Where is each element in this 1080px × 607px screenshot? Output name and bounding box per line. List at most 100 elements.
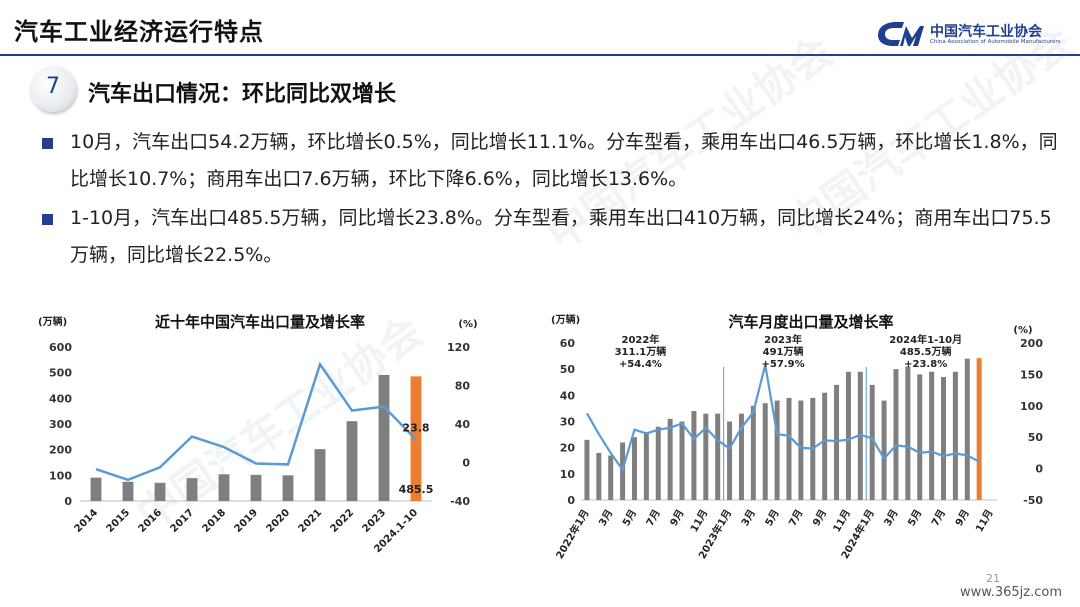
y-tick-label-left: 500 <box>49 367 72 380</box>
data-label: 485.5 <box>399 483 434 496</box>
y-axis-unit-left: (万辆) <box>551 313 580 326</box>
x-tick-label: 3月 <box>739 508 758 529</box>
y-tick-label-left: 10 <box>560 468 576 481</box>
x-tick-label: 2022年1月 <box>553 507 592 561</box>
page-title: 汽车工业经济运行特点 <box>14 18 264 46</box>
x-tick-label: 7月 <box>644 508 663 529</box>
bullet-item: 10月，汽车出口54.2万辆，环比增长0.5%，同比增长11.1%。分车型看，乘… <box>36 124 1066 198</box>
bar <box>90 477 102 501</box>
bar <box>314 449 326 501</box>
section-title: 汽车出口情况：环比同比双增长 <box>88 82 397 107</box>
bar <box>774 400 780 500</box>
bar <box>905 366 911 500</box>
bar <box>952 371 958 500</box>
annotation-label: 485.5万辆 <box>900 345 952 358</box>
y-tick-label-right: 80 <box>455 380 471 393</box>
bar <box>798 400 804 500</box>
bar <box>750 405 756 500</box>
x-tick-label: 9月 <box>668 508 687 529</box>
y-tick-label-left: 0 <box>64 495 72 508</box>
annotation-label: +54.4% <box>619 359 662 370</box>
caam-logo-icon <box>878 22 924 46</box>
x-tick-label: 9月 <box>810 508 829 529</box>
x-tick-label: 2022 <box>329 507 356 534</box>
bar <box>715 413 721 500</box>
x-tick-label: 5月 <box>905 508 924 529</box>
y-tick-label-right: 0 <box>1035 463 1043 476</box>
page-header: 汽车工业经济运行特点 中国汽车工业协会 China Association of… <box>0 0 1080 62</box>
annotation-label: 2022年 <box>622 333 660 346</box>
bar <box>917 374 923 500</box>
page-number: 21 <box>986 572 1000 585</box>
x-tick-label: 2021 <box>297 507 324 534</box>
y-tick-label-right: 200 <box>1020 337 1043 350</box>
bar <box>869 384 875 500</box>
bar <box>976 358 982 500</box>
bar <box>822 392 828 500</box>
y-tick-label-left: 200 <box>49 444 72 457</box>
square-bullet-icon <box>42 138 53 149</box>
y-tick-label-left: 50 <box>560 363 576 376</box>
x-tick-label: 11月 <box>973 508 995 535</box>
y-tick-label-left: 60 <box>560 337 576 350</box>
source-url: www.365jz.com <box>960 585 1062 600</box>
x-tick-label: 2018 <box>201 507 228 534</box>
logo-text-cn: 中国汽车工业协会 <box>930 24 1042 40</box>
bar <box>881 400 887 500</box>
y-tick-label-right: 100 <box>1020 400 1043 413</box>
data-label: 23.8 <box>402 422 429 435</box>
annual-export-chart: 近十年中国汽车出口量及增长率 (万辆) (%) 0100200300400500… <box>38 313 478 555</box>
bar <box>186 478 198 501</box>
bullet-text: 10月，汽车出口54.2万辆，环比增长0.5%，同比增长11.1%。分车型看，乘… <box>70 131 1058 190</box>
x-tick-label: 2014 <box>73 507 100 534</box>
bar <box>679 421 685 500</box>
x-tick-label: 3月 <box>596 508 615 529</box>
y-tick-label-left: 400 <box>49 392 72 405</box>
bar <box>631 437 637 500</box>
bar <box>738 413 744 500</box>
x-tick-label: 11月 <box>688 508 710 535</box>
annotation-label: 2024年1-10月 <box>889 333 962 346</box>
square-bullet-icon <box>42 214 53 225</box>
y-tick-label-left: 30 <box>560 416 576 429</box>
x-tick-label: 2020 <box>265 507 292 534</box>
y-tick-label-left: 20 <box>560 442 576 455</box>
x-tick-label: 2023 <box>361 507 388 534</box>
logo-text-en: China Association of Automobile Manufact… <box>930 39 1061 45</box>
bar <box>893 369 899 500</box>
x-tick-label: 9月 <box>953 508 972 529</box>
bar <box>282 475 294 501</box>
bullet-list: 10月，汽车出口54.2万辆，环比增长0.5%，同比增长11.1%。分车型看，乘… <box>36 124 1066 276</box>
bar <box>857 371 863 500</box>
bullet-text: 1-10月，汽车出口485.5万辆，同比增长23.8%。分车型看，乘用车出口41… <box>70 207 1052 266</box>
bar <box>655 426 661 500</box>
bar <box>218 474 230 501</box>
annotation-label: +57.9% <box>762 359 805 370</box>
growth-rate-line <box>585 364 980 473</box>
y-tick-label-right: -50 <box>1023 494 1043 507</box>
y-tick-label-right: 50 <box>1028 431 1044 444</box>
bullet-item: 1-10月，汽车出口485.5万辆，同比增长23.8%。分车型看，乘用车出口41… <box>36 200 1066 274</box>
y-tick-label-right: 120 <box>447 341 470 354</box>
y-axis-unit-right: (%) <box>458 319 477 330</box>
bar <box>941 377 947 500</box>
y-tick-label-right: 150 <box>1020 368 1043 381</box>
x-tick-label: 3月 <box>882 508 901 529</box>
caam-logo: 中国汽车工业协会 China Association of Automobile… <box>876 18 1066 50</box>
bar <box>346 421 358 501</box>
bar <box>964 358 970 500</box>
x-tick-label: 5月 <box>763 508 782 529</box>
monthly-export-chart: 汽车月度出口量及增长率 (万辆) (%) 0 10 20 30 40 50 60 -50 0 50… <box>551 313 1044 561</box>
bar <box>608 455 614 500</box>
y-tick-label-left: 300 <box>49 418 72 431</box>
section-heading: 7 汽车出口情况：环比同比双增长 <box>30 66 530 112</box>
x-tick-label: 2016 <box>137 507 164 534</box>
header-divider <box>0 54 1080 56</box>
bar <box>122 481 134 501</box>
x-tick-label: 11月 <box>831 508 853 535</box>
bar <box>596 452 602 500</box>
annotation-label: 2023年 <box>764 333 802 346</box>
y-tick-label-left: 600 <box>49 341 72 354</box>
bar <box>250 474 262 501</box>
growth-rate-line <box>95 361 417 482</box>
